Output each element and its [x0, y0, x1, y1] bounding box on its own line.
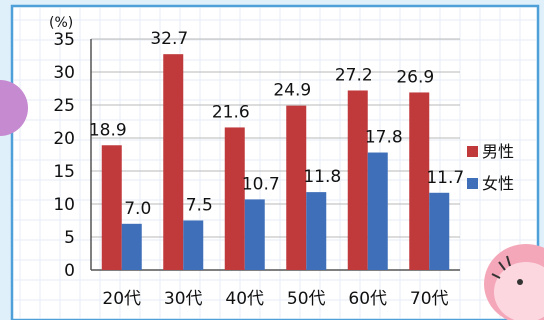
bar-female: [367, 152, 388, 270]
bar-female: [244, 199, 265, 270]
bar-male: [224, 127, 245, 270]
data-label-male: 27.2: [335, 65, 373, 85]
y-tick-label: 15: [53, 162, 75, 182]
data-label-male: 32.7: [150, 29, 188, 49]
x-category-label: 60代: [348, 289, 387, 309]
y-tick-label: 30: [53, 63, 75, 83]
y-tick-label: 5: [64, 228, 75, 248]
bar-female: [183, 220, 204, 270]
legend-label: 女性: [482, 174, 514, 193]
data-label-female: 7.5: [186, 196, 213, 216]
x-category-label: 70代: [410, 289, 449, 309]
data-label-female: 7.0: [124, 199, 151, 219]
y-tick-label: 35: [53, 30, 75, 50]
legend-swatch: [467, 178, 478, 189]
data-label-female: 11.8: [303, 167, 341, 187]
y-unit-label: (%): [49, 15, 73, 31]
data-label-male: 26.9: [396, 67, 434, 87]
data-label-male: 18.9: [89, 120, 127, 140]
y-tick-label: 10: [53, 195, 75, 215]
data-label-male: 24.9: [273, 81, 311, 101]
x-category-label: 30代: [164, 289, 203, 309]
bar-female: [429, 192, 450, 270]
bar-male: [347, 90, 368, 270]
x-category-label: 20代: [102, 289, 141, 309]
data-label-female: 10.7: [242, 174, 280, 194]
bar-male: [163, 54, 184, 271]
y-tick-label: 25: [53, 96, 75, 116]
bar-female: [306, 192, 327, 270]
legend-swatch: [467, 146, 478, 157]
bar-male: [286, 105, 307, 270]
plot-area: 0 5 10 15 20 25 30 35(%) 18.9 7.0 20代 32.7 7.5 30代 21.…: [49, 15, 514, 309]
y-tick-label: 0: [64, 261, 75, 281]
x-category-label: 50代: [287, 289, 326, 309]
bar-female: [121, 223, 142, 270]
decorative-circle-left: [0, 80, 28, 136]
y-tick-label: 20: [53, 129, 75, 149]
data-label-male: 21.6: [212, 102, 250, 122]
data-label-female: 11.7: [426, 168, 464, 188]
mascot-face-icon: [484, 244, 544, 320]
data-label-female: 17.8: [365, 128, 403, 148]
x-category-label: 40代: [225, 289, 264, 309]
bar-male: [101, 145, 122, 270]
legend-label: 男性: [482, 142, 514, 161]
bar-male: [409, 92, 430, 271]
